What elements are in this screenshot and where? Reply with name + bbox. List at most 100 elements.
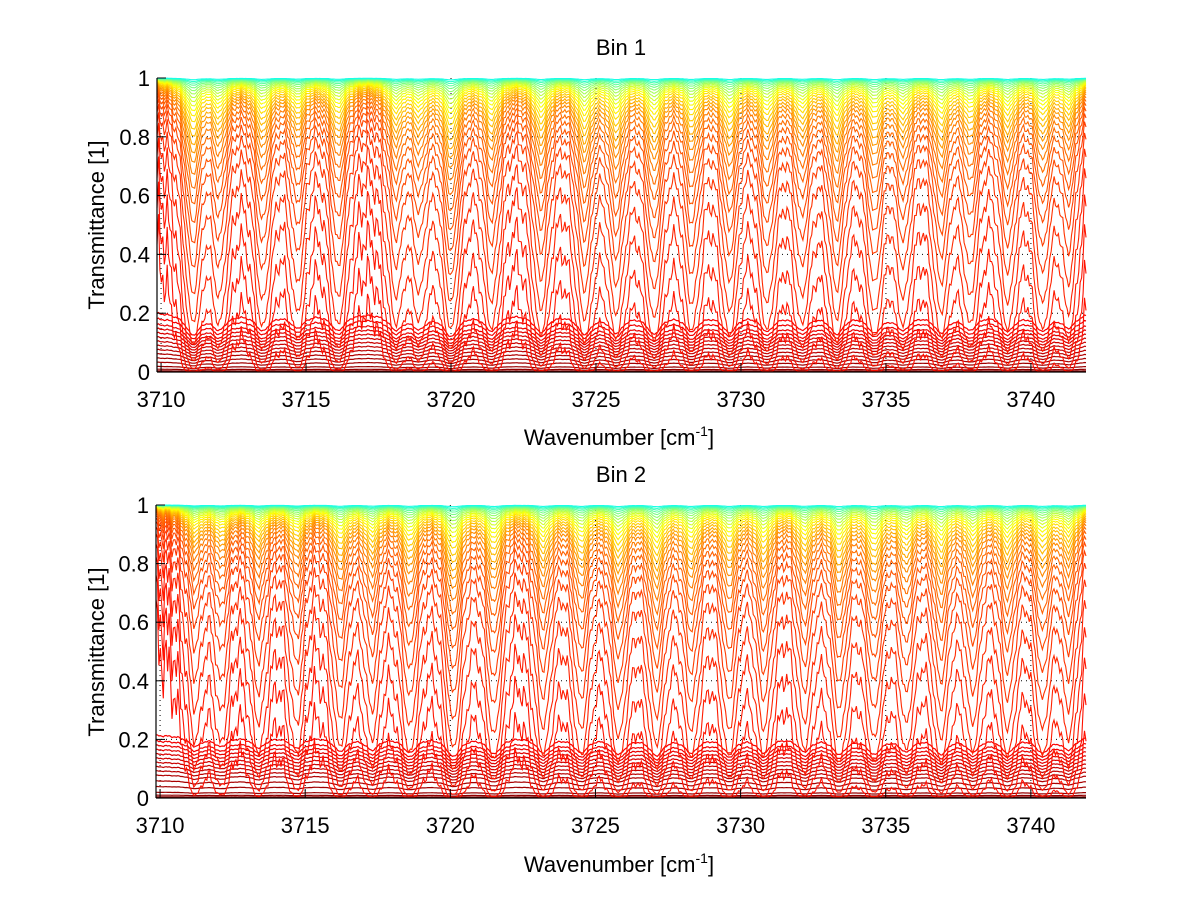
x-axis-label: Wavenumber [cm-1]	[524, 850, 714, 877]
transmittance-curve	[156, 80, 1087, 126]
transmittance-curve-low	[155, 770, 1087, 781]
transmittance-curve	[155, 513, 1087, 651]
transmittance-curve	[155, 511, 1087, 632]
subplot-bin-1: Bin 1 0 0.2 0.4 0.6 0.8 1 3710 3715 3720 3725 373…	[84, 35, 1087, 450]
transmittance-curve	[155, 505, 1087, 526]
transmittance-curve	[155, 533, 1087, 772]
transmittance-curve-low	[155, 744, 1087, 764]
transmittance-curve	[156, 505, 1087, 519]
x-tick-label: 3725	[572, 387, 621, 412]
y-tick-label: 0.2	[119, 301, 150, 326]
transmittance-curve	[156, 82, 1087, 159]
y-tick-labels: 0 0.2 0.4 0.6 0.8 1	[119, 66, 150, 385]
subplot-title: Bin 2	[596, 462, 646, 487]
transmittance-curve	[156, 78, 1087, 93]
transmittance-curve	[156, 112, 1087, 329]
transmittance-curve	[155, 515, 1087, 670]
y-tick-label: 1	[137, 493, 149, 518]
x-tick-label: 3710	[137, 387, 186, 412]
transmittance-curve	[155, 543, 1087, 788]
axes	[156, 77, 1086, 373]
transmittance-curve	[156, 78, 1087, 96]
transmittance-curve	[155, 509, 1087, 602]
transmittance-curve	[155, 521, 1087, 722]
x-axis-label: Wavenumber [cm-1]	[524, 423, 714, 450]
y-tick-label: 0	[137, 786, 149, 811]
transmittance-curve	[155, 505, 1087, 530]
y-tick-label: 0.4	[118, 669, 149, 694]
transmittance-curve	[156, 78, 1087, 90]
transmittance-curve	[156, 87, 1087, 212]
transmittance-curves	[156, 77, 1087, 372]
axes	[155, 504, 1086, 799]
x-tick-label: 3730	[716, 813, 765, 838]
x-tick-label: 3740	[1006, 813, 1055, 838]
subplot-title: Bin 1	[596, 35, 646, 60]
transmittance-curve-low	[156, 317, 1087, 341]
x-tick-label: 3720	[426, 813, 475, 838]
x-tick-label: 3735	[861, 813, 910, 838]
y-tick-label: 0.6	[118, 610, 149, 635]
transmittance-curve	[155, 505, 1087, 534]
y-tick-label: 0.8	[118, 552, 149, 577]
transmittance-curve	[155, 506, 1087, 557]
transmittance-curve	[155, 517, 1087, 694]
transmittance-curve-low	[155, 761, 1087, 776]
transmittance-curve	[156, 84, 1087, 181]
y-tick-label: 0	[138, 360, 150, 385]
transmittance-curve	[156, 78, 1087, 100]
y-tick-labels: 0 0.2 0.4 0.6 0.8 1	[118, 493, 149, 811]
transmittance-curve	[156, 80, 1087, 120]
x-tick-label: 3740	[1006, 387, 1055, 412]
transmittance-curve	[156, 214, 1087, 372]
x-tick-label: 3735	[861, 387, 910, 412]
y-tick-label: 0.4	[119, 242, 150, 267]
transmittance-curves	[155, 504, 1087, 798]
transmittance-curve-low	[155, 739, 1087, 761]
transmittance-curve	[156, 137, 1087, 364]
x-tick-label: 3730	[716, 387, 765, 412]
transmittance-curve	[156, 98, 1087, 276]
transmittance-curve	[156, 181, 1087, 372]
y-axis-label: Transmittance [1]	[84, 140, 109, 309]
transmittance-curve	[156, 83, 1087, 169]
transmittance-curve	[155, 507, 1087, 564]
subplot-bin-2: Bin 2 0 0.2 0.4 0.6 0.8 1 3710 3715 3720 3725 373…	[84, 462, 1087, 877]
transmittance-curve	[155, 510, 1087, 616]
transmittance-curve-low	[155, 774, 1087, 784]
transmittance-curve	[155, 504, 1087, 516]
transmittance-curve-low	[156, 331, 1087, 349]
x-tick-label: 3710	[136, 813, 185, 838]
transmittance-curve	[155, 508, 1087, 581]
transmittance-curve	[156, 80, 1087, 134]
transmittance-curve	[156, 79, 1087, 104]
x-tick-label: 3715	[282, 387, 331, 412]
transmittance-curve	[155, 506, 1087, 544]
x-tick-labels: 3710 3715 3720 3725 3730 3735 3740	[136, 813, 1056, 838]
x-tick-label: 3725	[571, 813, 620, 838]
transmittance-curve-low	[157, 368, 1086, 371]
transmittance-curve	[156, 79, 1087, 114]
transmittance-curve	[155, 556, 1087, 795]
transmittance-curve	[156, 77, 1087, 87]
transmittance-curve	[156, 79, 1087, 109]
transmittance-curve	[155, 506, 1087, 550]
x-tick-label: 3715	[281, 813, 330, 838]
transmittance-curve	[155, 505, 1087, 539]
x-tick-label: 3720	[427, 387, 476, 412]
transmittance-curve-low	[156, 335, 1087, 352]
transmittance-curve	[155, 507, 1087, 573]
transmittance-curve-low	[156, 357, 1087, 365]
transmittance-curve	[156, 77, 1086, 81]
y-tick-label: 0.6	[119, 184, 150, 209]
transmittance-curve	[156, 122, 1087, 350]
y-tick-label: 0.8	[119, 125, 150, 150]
transmittance-curve-low	[156, 361, 1087, 367]
transmittance-curve	[156, 82, 1087, 150]
y-axis-label: Transmittance [1]	[84, 567, 109, 736]
x-tick-labels: 3710 3715 3720 3725 3730 3735 3740	[137, 387, 1056, 412]
y-tick-label: 1	[138, 66, 150, 91]
y-tick-label: 0.2	[118, 727, 149, 752]
transmittance-curve	[156, 504, 1086, 508]
